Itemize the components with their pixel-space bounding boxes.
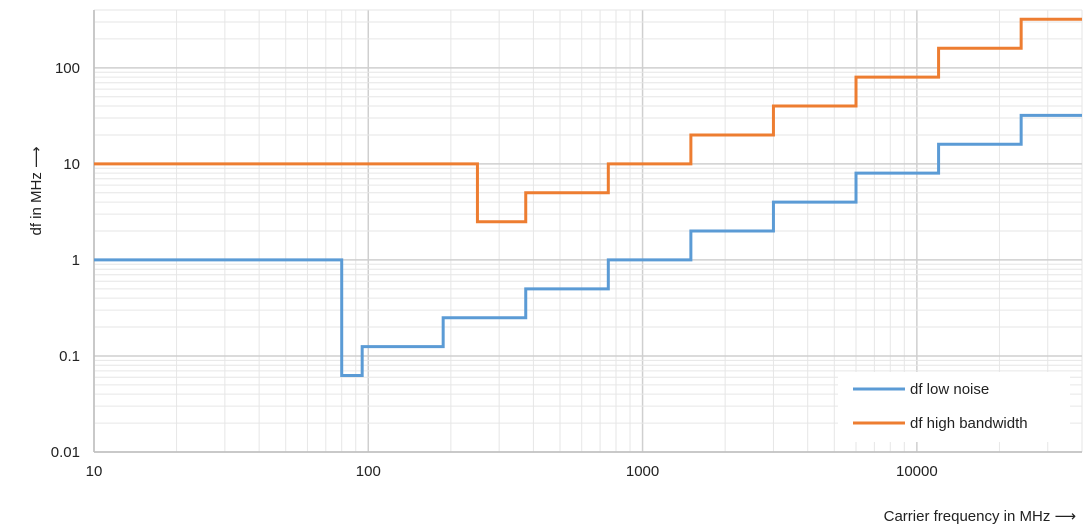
y-tick-label: 100 — [55, 60, 80, 77]
legend-label-high-bandwidth: df high bandwidth — [910, 415, 1028, 432]
x-tick-label: 10 — [86, 463, 103, 480]
x-tick-label: 100 — [356, 463, 381, 480]
legend: df low noise df high bandwidth — [838, 372, 1070, 442]
x-tick-label: 10000 — [896, 463, 938, 480]
y-tick-label: 0.01 — [51, 444, 80, 461]
series-layer — [94, 17, 1082, 378]
series-line-high-bandwidth — [94, 17, 1082, 224]
tick-labels: 10 100 1000 10000 0.01 0.1 1 10 100 — [51, 60, 938, 480]
y-tick-label: 0.1 — [59, 348, 80, 365]
y-tick-label: 10 — [63, 156, 80, 173]
y-tick-label: 1 — [72, 252, 80, 269]
legend-box — [838, 372, 1070, 442]
grid — [93, 9, 1083, 453]
legend-label-low-noise: df low noise — [910, 381, 989, 398]
x-axis-title: Carrier frequency in MHz ⟶ — [884, 508, 1076, 525]
y-axis-title: df in MHz ⟶ — [28, 146, 45, 235]
series-line-low-noise — [94, 113, 1082, 378]
x-tick-label: 1000 — [626, 463, 659, 480]
